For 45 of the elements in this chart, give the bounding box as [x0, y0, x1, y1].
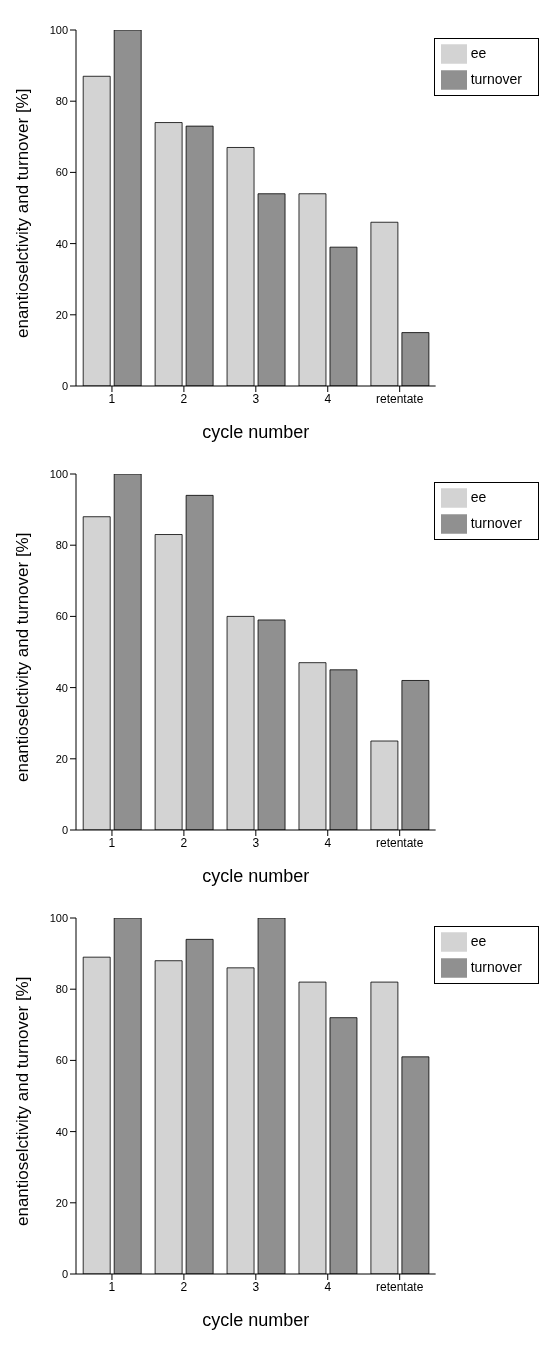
x-tick-label: 1 [108, 1279, 116, 1294]
legend-label: ee [470, 44, 487, 61]
x-tick-label: 4 [324, 1279, 332, 1294]
y-tick-label: 80 [55, 539, 68, 552]
x-tick-label: 3 [252, 835, 260, 850]
y-axis-title: enantioselctivity and turnover [%] [13, 532, 33, 782]
y-tick-label: 80 [55, 95, 68, 108]
x-axis-title: cycle number [202, 422, 310, 442]
x-axis-title: cycle number [202, 866, 310, 886]
x-tick-label: 3 [252, 1279, 260, 1294]
legend-label: turnover [470, 958, 522, 975]
x-tick-label: 4 [324, 835, 332, 850]
x-tick-label: retentate [375, 1279, 424, 1294]
legend-label: turnover [470, 70, 522, 87]
y-axis-title: enantioselctivity and turnover [%] [13, 88, 33, 338]
legend-label: turnover [470, 514, 522, 531]
y-tick-label: 0 [61, 379, 68, 392]
x-tick-label: retentate [375, 391, 424, 406]
y-tick-label: 60 [55, 1054, 68, 1067]
x-tick-label: 1 [108, 391, 116, 406]
y-tick-label: 20 [55, 752, 68, 765]
y-tick-label: 60 [55, 166, 68, 179]
legend-label: ee [470, 932, 487, 949]
x-tick-label: 4 [324, 391, 332, 406]
y-tick-label: 0 [61, 823, 68, 836]
y-tick-label: 100 [49, 911, 68, 924]
y-tick-label: 80 [55, 983, 68, 996]
y-tick-label: 60 [55, 610, 68, 623]
y-tick-label: 40 [55, 1125, 68, 1138]
y-tick-label: 20 [55, 1196, 68, 1209]
x-tick-label: 2 [180, 391, 188, 406]
legend-label: ee [470, 488, 487, 505]
y-tick-label: 100 [49, 23, 68, 36]
x-tick-label: 3 [252, 391, 260, 406]
x-tick-label: 1 [108, 835, 116, 850]
y-tick-label: 40 [55, 237, 68, 250]
y-tick-label: 100 [49, 467, 68, 480]
y-tick-label: 20 [55, 308, 68, 321]
y-tick-label: 40 [55, 681, 68, 694]
y-axis-title: enantioselctivity and turnover [%] [13, 976, 33, 1226]
x-tick-label: 2 [180, 835, 188, 850]
y-tick-label: 0 [61, 1267, 68, 1280]
x-tick-label: retentate [375, 835, 424, 850]
x-axis-title: cycle number [202, 1310, 310, 1330]
x-tick-label: 2 [180, 1279, 188, 1294]
